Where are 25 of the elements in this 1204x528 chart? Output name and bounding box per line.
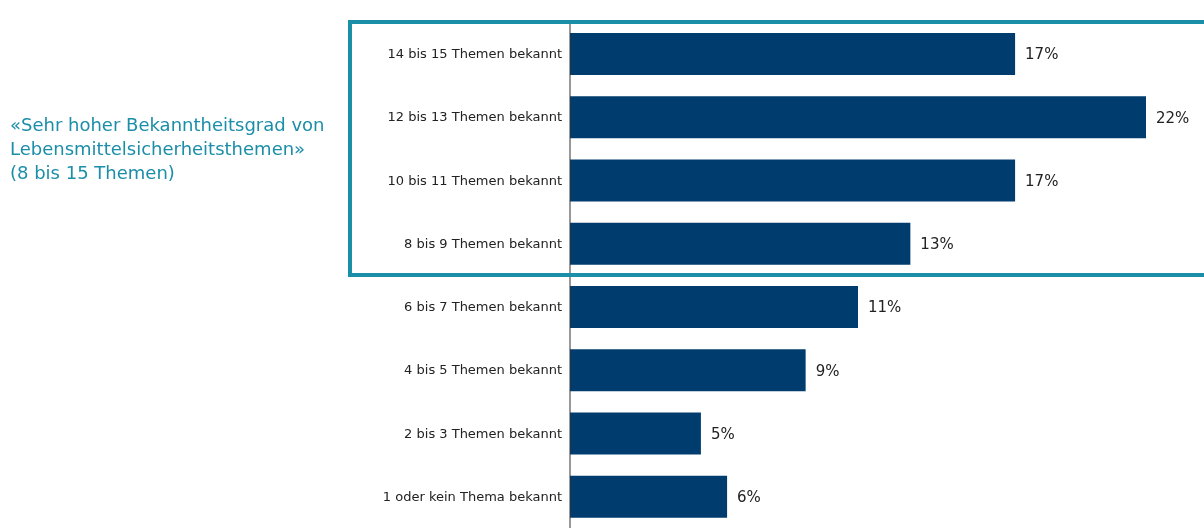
- bar: [570, 96, 1146, 139]
- bar: [570, 349, 806, 392]
- data-label: 22%: [1156, 108, 1190, 127]
- y-tick-label: 1 oder kein Thema bekannt: [382, 488, 562, 504]
- y-tick-label: 12 bis 13 Themen bekannt: [387, 109, 562, 125]
- bar: [570, 412, 701, 455]
- y-tick-label: 14 bis 15 Themen bekannt: [387, 46, 562, 62]
- bar: [570, 159, 1016, 202]
- y-tick-label: 6 bis 7 Themen bekannt: [404, 299, 562, 315]
- y-tick-label: 4 bis 5 Themen bekannt: [404, 362, 562, 378]
- data-label: 13%: [920, 235, 954, 254]
- y-tick-label: 8 bis 9 Themen bekannt: [404, 235, 562, 251]
- bar: [570, 286, 858, 328]
- data-label: 6%: [737, 488, 761, 507]
- bar: [570, 33, 1016, 75]
- bar: [570, 222, 911, 265]
- bar: [570, 475, 728, 518]
- y-tick-label: 10 bis 11 Themen bekannt: [387, 172, 562, 188]
- text: «Sehr hoher Bekanntheitsgrad von Lebensmittelsicherheitsthemen» (8 bis 15 Themen): [10, 112, 326, 185]
- data-label: 5%: [710, 424, 735, 443]
- data-label: 9%: [815, 361, 840, 380]
- y-tick-label: 2 bis 3 Themen bekannt: [404, 425, 562, 441]
- data-label: 11%: [868, 298, 902, 317]
- data-label: 17%: [1025, 171, 1059, 190]
- data-label: 17%: [1025, 45, 1059, 64]
